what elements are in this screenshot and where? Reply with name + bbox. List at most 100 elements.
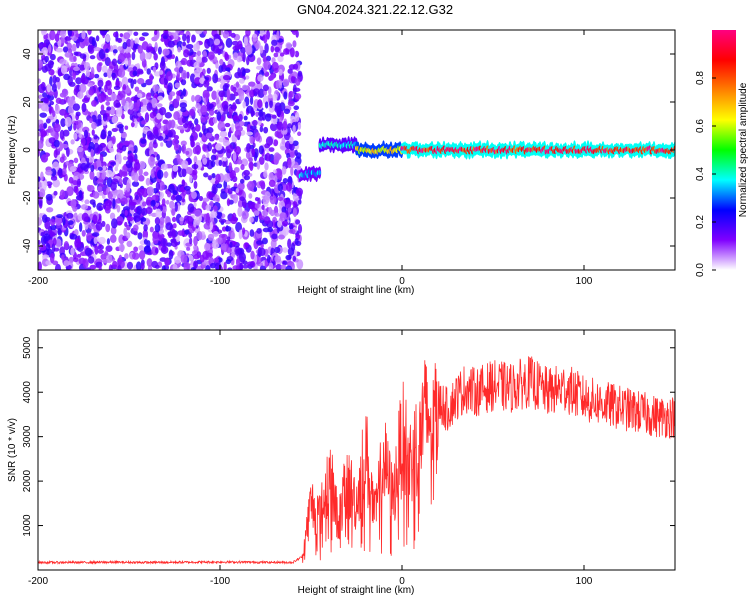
spectrogram-noise-cell [295,187,303,197]
spectrogram-noise-cell [137,78,145,85]
spectrogram-noise-cell [105,80,112,86]
spectrogram-noise-cell [146,68,151,75]
spectrogram-noise-cell [97,249,104,254]
spectrogram-noise-cell [123,32,131,40]
spectrogram-noise-cell [199,254,205,263]
spectrogram-noise-cell [170,238,176,243]
spectrogram-noise-cell [179,216,185,222]
spectrogram-noise-cell [106,106,112,111]
spectrogram-noise-cell [285,254,292,261]
spectrogram-noise-cell [154,223,161,233]
spectrogram-noise-cell [186,34,191,44]
spectrogram-noise-cell [52,260,59,266]
spectrogram-noise-cell [269,122,278,132]
spectrogram-noise-cell [191,191,197,199]
spectrogram-noise-cell [287,238,292,249]
spectrogram-noise-cell [213,56,218,63]
spectrogram-marks [38,30,675,270]
spectrogram-noise-cell [66,186,74,197]
spectrogram-noise-cell [181,198,185,203]
spectrogram-noise-cell [215,48,221,54]
spectrogram-noise-cell [53,149,58,159]
spectrogram-noise-cell [171,228,176,240]
spectrogram-noise-cell [73,51,79,56]
spectrogram-noise-cell [167,231,174,237]
spectrogram-noise-cell [131,51,136,61]
spectrogram-noise-cell [290,75,295,83]
spectrogram-noise-cell [38,59,42,64]
spectrogram-noise-cell [202,157,208,165]
spectrogram-noise-cell [143,245,151,253]
spectrogram-noise-cell [173,31,179,41]
spectrogram-noise-cell [249,95,254,105]
spectrogram-noise-cell [38,181,42,188]
spectrogram-noise-cell [198,196,204,202]
spectrogram-noise-cell [93,237,98,245]
spectrogram-noise-cell [43,97,49,104]
colorbar-tick-label: 0.2 [695,215,706,229]
spectrogram-noise-cell [91,122,97,130]
spectrogram-noise-cell [56,214,64,219]
spectrogram-noise-cell [222,160,226,168]
spectrogram-noise-cell [110,181,117,191]
spectrogram-noise-cell [77,91,84,99]
spectrogram-noise-cell [87,256,95,264]
spectrogram-noise-cell [144,112,150,123]
spectrogram-noise-cell [43,42,47,48]
spectrogram-noise-cell [160,237,168,248]
spectrogram-noise-cell [106,254,113,264]
spectrogram-noise-cell [81,97,90,104]
spectrogram-noise-cell [101,193,106,200]
spectrogram-noise-cell [142,229,149,240]
spectrogram-noise-cell [81,102,87,113]
spectrogram-noise-cell [140,138,147,144]
spectrogram-noise-cell [78,64,86,71]
spectrogram-noise-cell [261,204,265,211]
spectrogram-noise-cell [225,144,234,154]
spectrogram-noise-cell [49,30,56,41]
spectrogram-noise-cell [210,210,218,218]
spectrogram-noise-cell [233,91,239,97]
spectrogram-noise-cell [253,186,258,192]
spectrogram-noise-cell [289,136,294,145]
spectrogram-noise-cell [214,38,221,46]
spectrogram-noise-cell [60,118,66,128]
spectrogram-noise-cell [237,67,241,76]
colorbar-tick-label: 0.8 [695,71,706,85]
spectrogram-noise-cell [71,43,77,52]
spectrogram-noise-cell [219,130,228,138]
y-tick-label: 3000 [22,425,33,448]
spectrogram-noise-cell [189,174,193,184]
spectrogram-noise-cell [67,48,73,54]
spectrogram-noise-cell [265,152,271,162]
spectrogram-noise-cell [173,111,180,121]
spectrogram-noise-cell [141,32,149,37]
spectrogram-noise-cell [101,172,106,180]
spectrogram-noise-cell [175,194,183,202]
spectrogram-noise-cell [208,192,215,198]
spectrogram-noise-cell [161,198,166,206]
spectrogram-noise-cell [174,67,180,72]
spectrogram-noise-cell [295,219,301,225]
spectrogram-noise-cell [269,100,273,108]
spectrogram-noise-cell [121,76,129,87]
spectrogram-noise-cell [178,30,185,35]
spectrogram-noise-cell [282,260,288,266]
spectrogram-noise-cell [180,57,188,66]
spectrogram-noise-cell [89,170,95,181]
spectrogram-noise-cell [223,104,229,115]
spectrogram-noise-cell [225,258,232,265]
spectrogram-noise-cell [217,121,226,131]
spectrogram-noise-cell [276,30,280,41]
spectrogram-noise-cell [130,38,134,49]
spectrogram-noise-cell [235,125,243,132]
spectrogram-noise-cell [193,201,197,208]
spectrogram-noise-cell [226,198,231,207]
colorbar-ticks: 0.0 0.2 0.4 0.6 0.8 [695,71,716,277]
spectrogram-noise-cell [269,194,277,205]
spectrogram-noise-cell [80,138,86,146]
spectrogram-noise-cell [183,185,191,191]
spectrogram-noise-cell [61,254,65,261]
spectrogram-noise-cell [49,231,56,237]
spectrogram-noise-cell [297,122,302,130]
